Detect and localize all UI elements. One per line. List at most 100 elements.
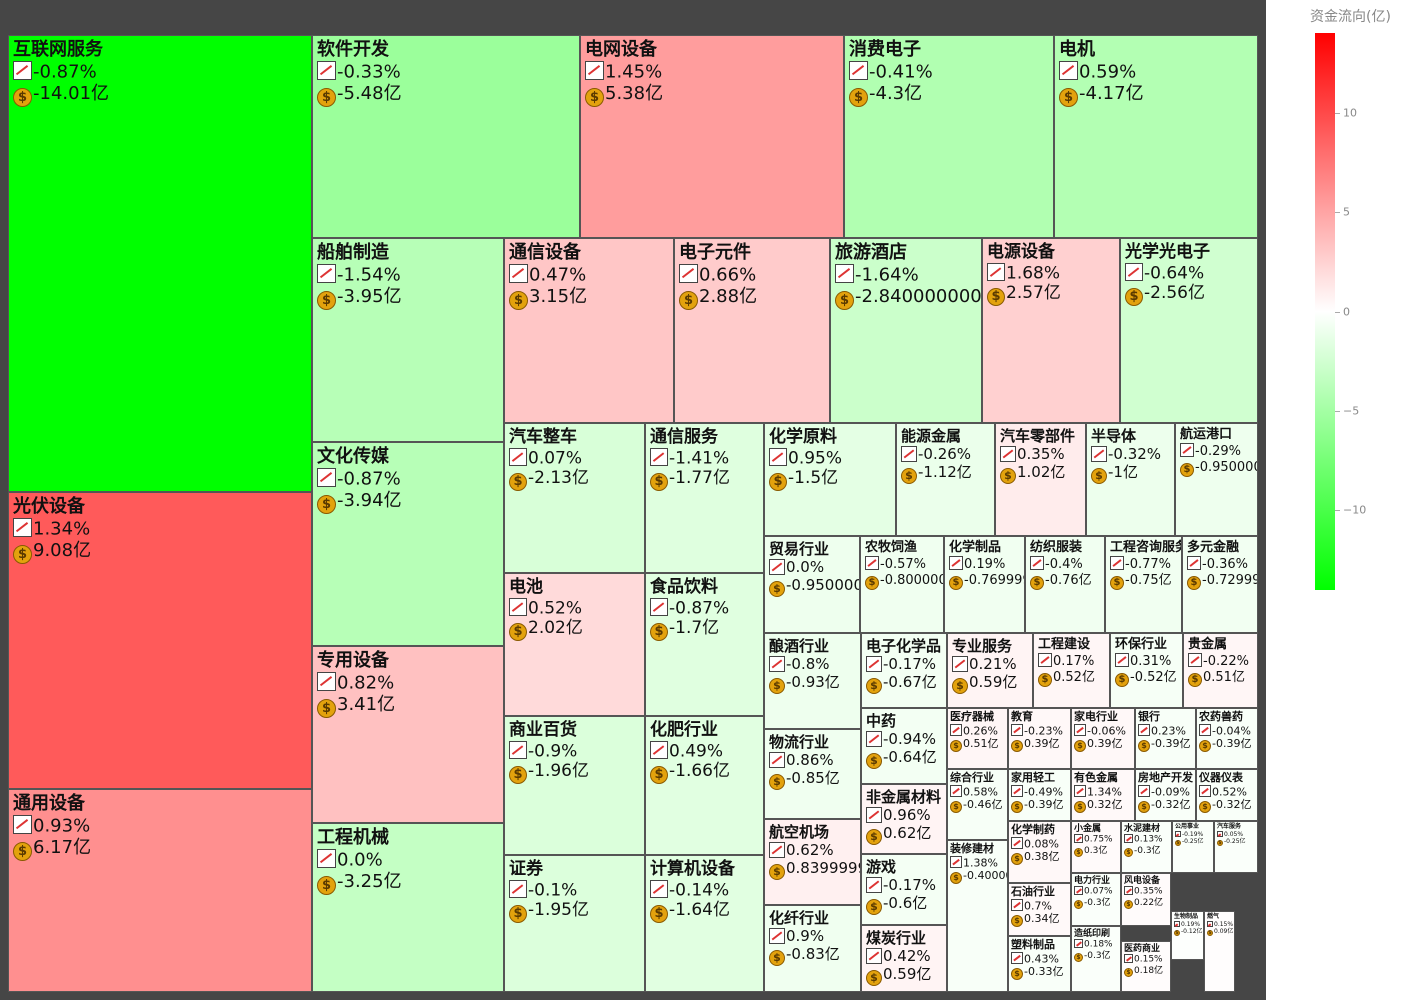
treemap-cell[interactable]: 通用设备 0.93% $6.17亿	[8, 789, 312, 992]
treemap-cell[interactable]: 酿酒行业 -0.8% $ -0.93亿	[764, 633, 861, 729]
cell-change-line: 0.21%	[952, 655, 1028, 673]
treemap-cell[interactable]: 综合行业 0.58% $ -0.46亿	[947, 769, 1008, 840]
treemap-cell[interactable]: 电池 0.52% $2.02亿	[504, 573, 645, 716]
money-bag-icon: $	[1138, 740, 1150, 753]
treemap-cell[interactable]: 电源设备 1.68% $2.57亿	[982, 238, 1120, 423]
cell-flow-value: -5.48亿	[337, 82, 402, 104]
trend-chart-icon	[1011, 898, 1023, 911]
money-bag-icon: $	[1124, 967, 1133, 977]
treemap-cell[interactable]: 半导体 -0.32% $ -1亿	[1086, 423, 1175, 536]
treemap-cell[interactable]: 电子化学品 -0.17% $ -0.67亿	[861, 633, 947, 708]
treemap-cell[interactable]: 纺织服装 -0.4% $ -0.76亿	[1025, 536, 1105, 633]
treemap-cell[interactable]: 通信设备 0.47% $3.15亿	[504, 238, 674, 423]
cell-change-pct: 1.34%	[1087, 785, 1122, 798]
money-bag-icon: $	[13, 87, 32, 107]
treemap-cell[interactable]: 化纤行业 0.9% $ -0.83亿	[764, 905, 861, 992]
treemap-cell[interactable]: 化学制药 0.08% $0.38亿	[1008, 821, 1071, 883]
treemap-cell[interactable]: 电子元件 0.66% $2.88亿	[674, 238, 830, 423]
money-bag-icon: $	[509, 905, 527, 924]
treemap-cell[interactable]: 非金属材料 0.96% $0.62亿	[861, 784, 947, 854]
cell-change-line: -0.64%	[1125, 262, 1253, 284]
treemap-cell[interactable]: 煤炭行业 0.42% $0.59亿	[861, 925, 947, 992]
treemap-cell[interactable]: 有色金属 1.34% $0.32亿	[1071, 769, 1135, 821]
treemap-cell[interactable]: 化学原料 0.95% $ -1.5亿	[764, 423, 896, 536]
treemap-cell[interactable]: 农牧饲渔 -0.57%$-0.8000000000000002亿	[860, 536, 944, 633]
treemap-cell[interactable]: 证券 -0.1% $ -1.95亿	[504, 855, 645, 992]
treemap-cell[interactable]: 游戏 -0.17% $ -0.6亿	[861, 854, 947, 925]
money-bag-icon: $	[949, 576, 963, 591]
treemap-cell[interactable]: 小金属 0.75% $0.3亿	[1071, 821, 1121, 873]
treemap-cell[interactable]: 通信服务 -1.41% $ -1.77亿	[645, 423, 764, 573]
treemap-cell[interactable]: 多元金融 -0.36%$-0.7299999999999999亿	[1182, 536, 1258, 633]
treemap-cell[interactable]: 造纸印刷 0.18% $ -0.3亿	[1071, 926, 1121, 992]
treemap-cell[interactable]: 水泥建材 0.13% $ -0.3亿	[1121, 821, 1172, 873]
legend-tick-label: 10	[1343, 106, 1357, 120]
treemap-cell[interactable]: 航运港口 -0.29%$-0.9500000000000001亿	[1175, 423, 1258, 536]
treemap-cell[interactable]: 公用事业 -0.19% $ -0.25亿	[1172, 821, 1214, 873]
treemap-cell[interactable]: 风电设备 0.35% $0.22亿	[1121, 873, 1171, 926]
treemap-cell[interactable]: 船舶制造 -1.54% $ -3.95亿	[312, 238, 504, 442]
treemap-cell[interactable]: 中药 -0.94% $ -0.64亿	[861, 708, 947, 784]
treemap-cell[interactable]: 塑料制品 0.43% $ -0.33亿	[1008, 936, 1071, 992]
treemap-cell[interactable]: 教育 -0.23% $0.39亿	[1008, 708, 1071, 769]
treemap-cell[interactable]: 专业服务 0.21% $0.59亿	[947, 633, 1033, 708]
cell-name: 工程咨询服务	[1110, 540, 1182, 555]
treemap-cell[interactable]: 光伏设备 1.34% $9.08亿	[8, 492, 312, 789]
treemap-cell[interactable]: 互联网服务 -0.87% $ -14.01亿	[8, 35, 312, 492]
money-bag-icon: $	[866, 677, 882, 694]
cell-change-line: 0.52%	[509, 597, 640, 619]
cell-name: 贸易行业	[769, 540, 830, 558]
cell-change-line: 0.19%	[1174, 920, 1201, 928]
cell-flow-value: 2.02亿	[528, 618, 583, 639]
treemap-cell[interactable]: 电力行业 0.07% $ -0.3亿	[1071, 873, 1121, 926]
money-bag-icon: $	[769, 949, 785, 966]
treemap-cell[interactable]: 食品饮料 -0.87% $ -1.7亿	[645, 573, 764, 716]
treemap-cell[interactable]: 化肥行业 0.49% $ -1.66亿	[645, 716, 764, 855]
treemap-cell[interactable]: 房地产开发 -0.09% $ -0.32亿	[1135, 769, 1196, 821]
treemap-cell[interactable]: 医疗器械 0.26% $0.51亿	[947, 708, 1008, 769]
cell-flow-line: $ -0.25亿	[1217, 838, 1255, 846]
treemap-cell[interactable]: 家电行业 -0.06% $0.39亿	[1071, 708, 1135, 769]
treemap-cell[interactable]: 家用轻工 -0.49% $ -0.39亿	[1008, 769, 1071, 821]
treemap-cell[interactable]: 贵金属 -0.22% $0.51亿	[1183, 633, 1258, 708]
cell-name: 汽车服务	[1217, 823, 1242, 830]
cell-name: 环保行业	[1115, 637, 1168, 652]
treemap-cell[interactable]: 燃气 0.15% $0.09亿	[1204, 911, 1235, 992]
treemap-cell[interactable]: 物流行业 0.86% $ -0.85亿	[764, 729, 861, 819]
treemap-cell[interactable]: 专用设备 0.82% $3.41亿	[312, 646, 504, 823]
treemap-cell[interactable]: 商业百货 -0.9% $ -1.96亿	[504, 716, 645, 855]
cell-name: 石油行业	[1011, 885, 1055, 898]
treemap-cell[interactable]: 消费电子 -0.41% $ -4.3亿	[844, 35, 1054, 238]
treemap-cell[interactable]: 计算机设备 -0.14% $ -1.64亿	[645, 855, 764, 992]
treemap-cell[interactable]: 旅游酒店-1.64%$-2.8400000000000003亿	[830, 238, 982, 423]
treemap-cell[interactable]: 环保行业 0.31% $ -0.52亿	[1110, 633, 1183, 708]
cell-flow-value: -0.76亿	[1045, 572, 1092, 588]
treemap-cell[interactable]: 农药兽药 -0.04% $ -0.39亿	[1196, 708, 1258, 769]
treemap-cell[interactable]: 汽车零部件 0.35% $1.02亿	[995, 423, 1086, 536]
treemap-cell[interactable]: 银行 0.23% $ -0.39亿	[1135, 708, 1196, 769]
treemap-cell[interactable]: 生物制品 0.19% $ -0.12亿	[1171, 911, 1204, 960]
treemap-cell[interactable]: 软件开发 -0.33% $ -5.48亿	[312, 35, 580, 238]
treemap-cell[interactable]: 能源金属 -0.26% $ -1.12亿	[896, 423, 995, 536]
cell-change-pct: 0.0%	[786, 558, 825, 577]
treemap-frame: 互联网服务 -0.87% $ -14.01亿 光伏设备 1.34% $9.08亿 通用设备 0.…	[0, 0, 1266, 1000]
treemap-cell[interactable]: 化学制品 0.19%$-0.7699999999999999亿	[944, 536, 1025, 633]
treemap-cell[interactable]: 医药商业 0.15% $0.18亿	[1121, 941, 1171, 992]
treemap-cell[interactable]: 汽车服务 0.05% $ -0.25亿	[1214, 821, 1258, 873]
treemap-cell[interactable]: 工程建设 0.17% $0.52亿	[1033, 633, 1110, 708]
legend-color-bar[interactable]	[1315, 33, 1335, 590]
treemap-cell[interactable]: 仪器仪表 0.52% $ -0.32亿	[1196, 769, 1258, 821]
treemap-cell[interactable]: 工程咨询服务 -0.77% $ -0.75亿	[1105, 536, 1182, 633]
cell-flow-line: $2.57亿	[987, 283, 1115, 307]
treemap-cell[interactable]: 电机 0.59% $ -4.17亿	[1054, 35, 1258, 238]
treemap-cell[interactable]: 电网设备 1.45% $5.38亿	[580, 35, 844, 238]
treemap-cell[interactable]: 工程机械 0.0% $ -3.25亿	[312, 823, 504, 992]
treemap-cell[interactable]: 光学光电子 -0.64% $ -2.56亿	[1120, 238, 1258, 423]
treemap-cell[interactable]: 汽车整车 0.07% $ -2.13亿	[504, 423, 645, 573]
cell-change-line: -0.33%	[317, 60, 575, 83]
treemap-cell[interactable]: 文化传媒 -0.87% $ -3.94亿	[312, 442, 504, 646]
treemap-cell[interactable]: 石油行业 0.7% $0.34亿	[1008, 883, 1071, 936]
